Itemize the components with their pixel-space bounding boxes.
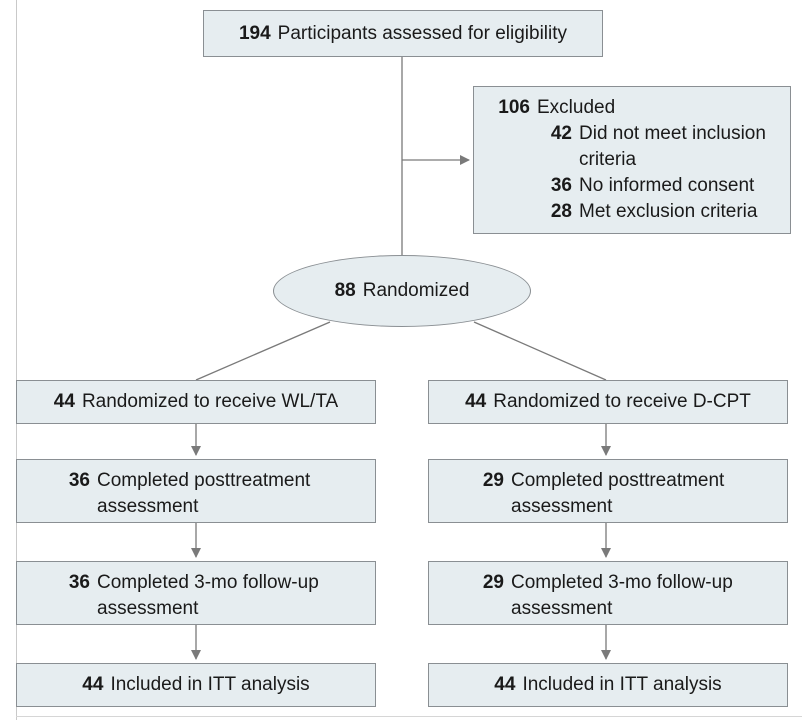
right-itt-label: Included in ITT analysis [522, 674, 722, 695]
excluded-reason-continuation: criteria [474, 147, 790, 173]
split-left-connector [195, 321, 331, 381]
left-allocation-count: 44 [53, 391, 75, 412]
right-allocation-box: 44 Randomized to receive D-CPT [428, 380, 788, 424]
excluded-reason-count: 28 [550, 201, 572, 222]
left-posttreatment-label-cont: assessment [97, 496, 199, 517]
excluded-reason-label: Did not meet inclusion [579, 123, 766, 144]
right-followup-count: 29 [482, 572, 504, 593]
left-itt-box: 44 Included in ITT analysis [16, 663, 376, 707]
randomized-count: 88 [334, 280, 356, 301]
excluded-label: Excluded [537, 97, 616, 118]
left-posttreatment-count: 36 [68, 470, 90, 491]
left-posttreatment-label: Completed posttreatment [97, 470, 311, 491]
left-posttreatment-box: 36 Completed posttreatment assessment [16, 459, 376, 523]
right-itt-count: 44 [494, 674, 516, 695]
right-posttreatment-box: 29 Completed posttreatment assessment [428, 459, 788, 523]
assessed-count: 194 [238, 22, 271, 44]
split-right-connector [473, 321, 607, 381]
bottom-margin-rule [16, 716, 802, 717]
excluded-reason-label: No informed consent [579, 175, 755, 196]
left-itt-label: Included in ITT analysis [110, 674, 310, 695]
excluded-reason: 28 Met exclusion criteria [474, 199, 790, 225]
right-itt-box: 44 Included in ITT analysis [428, 663, 788, 707]
right-followup-label: Completed 3-mo follow-up [511, 572, 733, 593]
right-followup-label-cont: assessment [511, 598, 613, 619]
left-followup-box: 36 Completed 3-mo follow-up assessment [16, 561, 376, 625]
assessed-label: Participants assessed for eligibility [277, 22, 568, 44]
excluded-count: 106 [498, 97, 530, 118]
left-itt-count: 44 [82, 674, 104, 695]
left-allocation-label: Randomized to receive WL/TA [81, 391, 339, 412]
right-posttreatment-label-cont: assessment [511, 496, 613, 517]
excluded-reason: 36 No informed consent [474, 173, 790, 199]
excluded-reason: 42 Did not meet inclusion [474, 121, 790, 147]
randomized-ellipse: 88 Randomized [273, 255, 531, 327]
left-margin-rule [16, 0, 17, 720]
excluded-box: 106 Excluded 42 Did not meet inclusion c… [473, 86, 791, 234]
excluded-reason-count: 36 [550, 175, 572, 196]
assessed-box: 194 Participants assessed for eligibilit… [203, 10, 603, 57]
right-allocation-count: 44 [465, 391, 487, 412]
right-followup-box: 29 Completed 3-mo follow-up assessment [428, 561, 788, 625]
left-followup-count: 36 [68, 572, 90, 593]
left-followup-label: Completed 3-mo follow-up [97, 572, 319, 593]
right-posttreatment-count: 29 [482, 470, 504, 491]
right-allocation-label: Randomized to receive D-CPT [493, 391, 751, 412]
right-posttreatment-label: Completed posttreatment [511, 470, 725, 491]
excluded-reason-count: 42 [550, 123, 572, 144]
randomized-label: Randomized [362, 280, 470, 301]
excluded-reason-label-cont: criteria [579, 149, 637, 170]
excluded-heading: 106 Excluded [474, 95, 790, 121]
left-allocation-box: 44 Randomized to receive WL/TA [16, 380, 376, 424]
excluded-reason-label: Met exclusion criteria [579, 201, 758, 222]
left-followup-label-cont: assessment [97, 598, 199, 619]
